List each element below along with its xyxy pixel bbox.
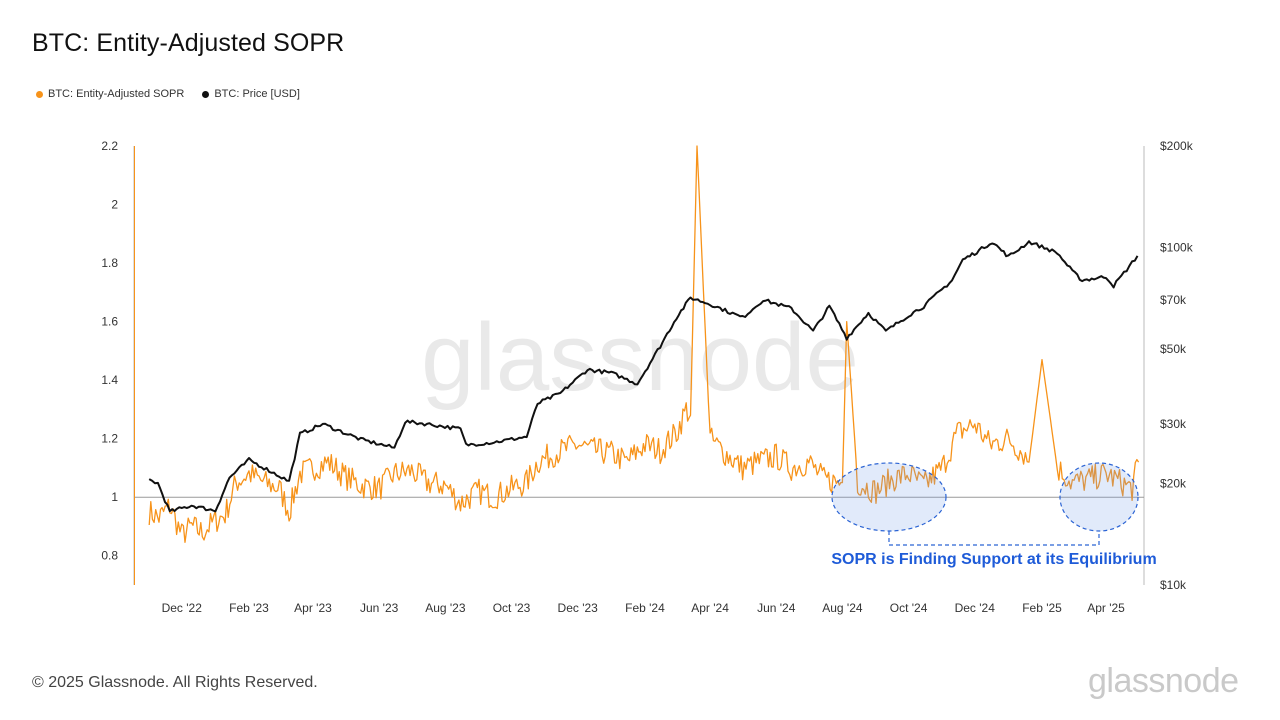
legend-label-price: BTC: Price [USD] xyxy=(214,88,300,100)
legend-dot-sopr xyxy=(36,90,43,98)
annotation-connector xyxy=(888,531,1100,546)
y-left-tick-1: 2 xyxy=(111,198,118,212)
y-right-tick-6: $10k xyxy=(1160,578,1187,592)
y-right-tick-3: $50k xyxy=(1160,342,1187,356)
copyright-footer: © 2025 Glassnode. All Rights Reserved. xyxy=(32,674,318,691)
y-right-tick-5: $20k xyxy=(1160,476,1187,490)
legend-label-sopr: BTC: Entity-Adjusted SOPR xyxy=(48,88,185,100)
y-left-tick-2: 1.8 xyxy=(101,256,118,270)
legend-item-price[interactable]: BTC: Price [USD] xyxy=(202,88,300,100)
x-tick-11: Oct '24 xyxy=(890,601,928,615)
y-right-tick-2: $70k xyxy=(1160,293,1187,307)
legend-item-sopr[interactable]: BTC: Entity-Adjusted SOPR xyxy=(36,88,184,100)
annotation-text: SOPR is Finding Support at its Equilibri… xyxy=(831,551,1156,568)
x-tick-13: Feb '25 xyxy=(1022,601,1062,615)
x-tick-7: Feb '24 xyxy=(625,601,665,615)
x-tick-2: Apr '23 xyxy=(294,601,332,615)
x-tick-12: Dec '24 xyxy=(955,601,996,615)
legend-dot-price xyxy=(202,90,210,98)
support-ellipse-1 xyxy=(831,462,947,532)
y-left-tick-0: 2.2 xyxy=(101,139,118,153)
sopr-line xyxy=(148,145,1140,543)
x-tick-0: Dec '22 xyxy=(162,601,203,615)
legend: BTC: Entity-Adjusted SOPR BTC: Price [US… xyxy=(36,88,300,100)
y-right-tick-1: $100k xyxy=(1160,241,1194,255)
watermark: glassnode xyxy=(421,304,859,411)
chart-title: BTC: Entity-Adjusted SOPR xyxy=(32,29,345,57)
glassnode-logo: glassnode xyxy=(1088,662,1239,700)
y-right-tick-4: $30k xyxy=(1160,417,1187,431)
x-tick-10: Aug '24 xyxy=(822,601,863,615)
y-left-tick-5: 1.2 xyxy=(101,432,118,446)
x-tick-14: Apr '25 xyxy=(1087,601,1125,615)
x-tick-3: Jun '23 xyxy=(360,601,399,615)
y-left-tick-3: 1.6 xyxy=(101,315,118,329)
x-tick-5: Oct '23 xyxy=(493,601,531,615)
x-tick-6: Dec '23 xyxy=(558,601,599,615)
x-tick-1: Feb '23 xyxy=(229,601,269,615)
y-right-tick-0: $200k xyxy=(1160,139,1194,153)
y-left-tick-4: 1.4 xyxy=(101,373,118,387)
x-tick-4: Aug '23 xyxy=(425,601,466,615)
x-tick-9: Jun '24 xyxy=(757,601,796,615)
support-ellipse-2 xyxy=(1059,462,1139,532)
price-line xyxy=(148,240,1139,513)
y-left-tick-6: 1 xyxy=(111,490,118,504)
x-tick-8: Apr '24 xyxy=(691,601,729,615)
y-left-tick-7: 0.8 xyxy=(101,549,118,563)
